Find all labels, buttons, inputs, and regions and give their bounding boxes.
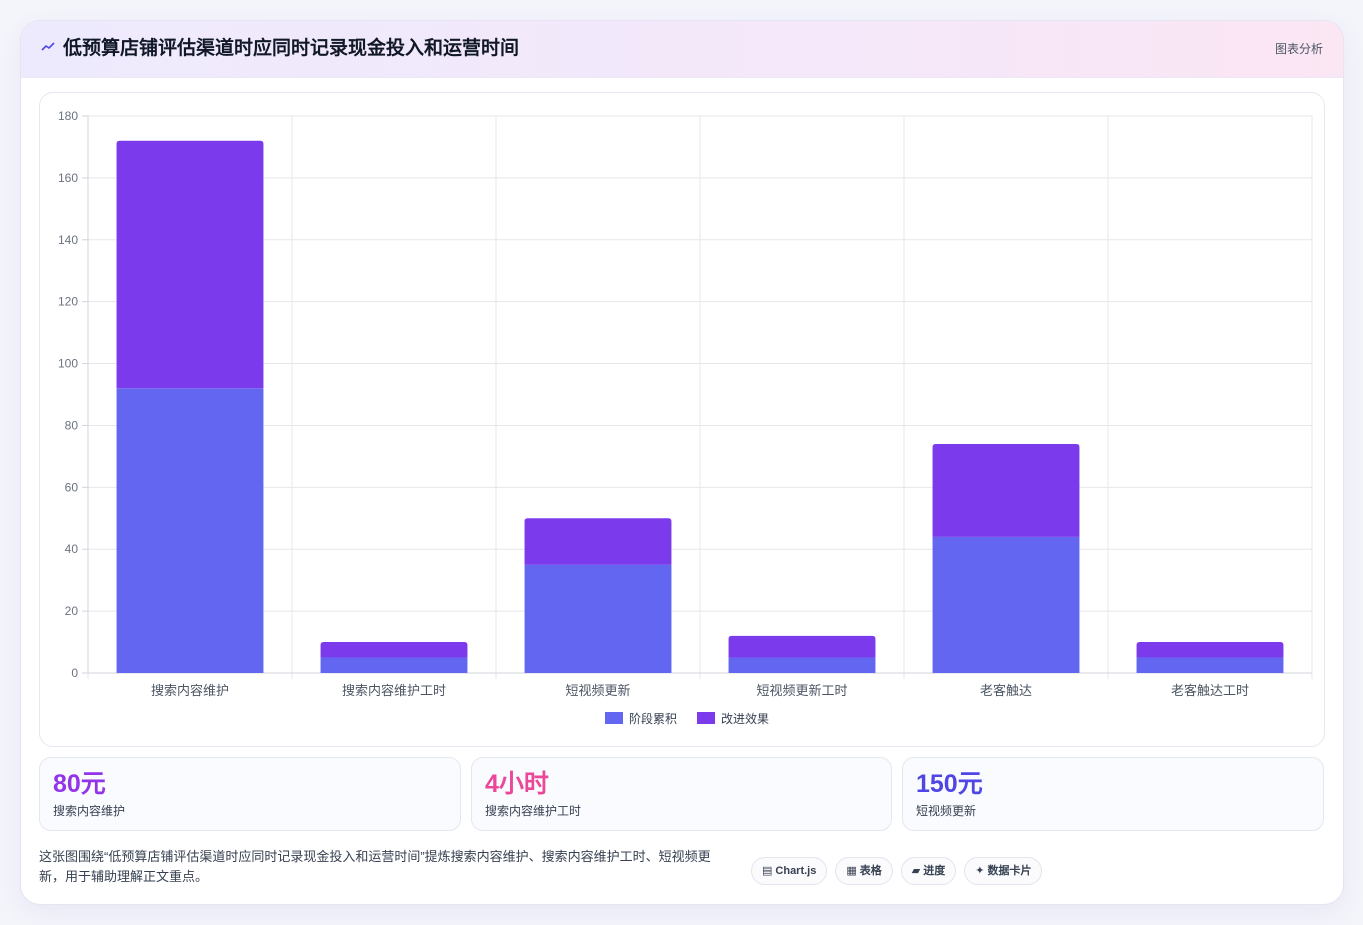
chart-line-icon: [41, 39, 57, 59]
bar-改进效果: [728, 635, 876, 658]
stat-card-1: 80元 搜索内容维护: [39, 757, 461, 831]
tag-label: 进度: [923, 865, 946, 877]
tag-chartjs[interactable]: ▤ Chart.js: [751, 857, 828, 885]
x-tick-label: 搜索内容维护工时: [342, 683, 446, 698]
chart-card: 低预算店铺评估渠道时应同时记录现金投入和运营时间 图表分析 0 20 40 60 80 1…: [20, 20, 1344, 905]
sparkle-icon: ✦: [975, 865, 985, 877]
y-tick-label: 120: [58, 295, 78, 309]
bar-改进效果: [932, 444, 1080, 537]
stat-label: 搜索内容维护: [53, 804, 126, 818]
tag-label: Chart.js: [775, 865, 817, 877]
y-tick-label: 140: [58, 233, 78, 247]
stat-label: 搜索内容维护工时: [485, 804, 582, 818]
bar-chart: 0 20 40 60 80 100 120 140 160 180 搜索内容维护 搜索内容维护工时 短视…: [58, 109, 1313, 726]
bar-阶段累积: [320, 657, 468, 673]
progress-icon: ▰: [911, 865, 921, 877]
stat-card-2: 4小时 搜索内容维护工时: [471, 757, 892, 831]
y-tick-label: 0: [71, 666, 78, 680]
stat-value: 4小时: [485, 770, 549, 798]
y-tick-label: 180: [58, 109, 78, 123]
tag-label: 表格: [859, 865, 882, 877]
tag-table[interactable]: ▦ 表格: [835, 857, 893, 885]
y-tick-label: 80: [65, 418, 79, 432]
bar-阶段累积: [728, 657, 876, 673]
tag-label: 数据卡片: [987, 865, 1032, 877]
y-tick-label: 60: [65, 480, 79, 494]
x-tick-label: 短视频更新工时: [756, 683, 847, 698]
header-tag: 图表分析: [1274, 42, 1323, 56]
stat-value: 150元: [916, 770, 983, 798]
tag-data-card[interactable]: ✦ 数据卡片: [964, 857, 1043, 885]
bar-改进效果: [524, 518, 672, 565]
y-tick-label: 40: [65, 542, 79, 556]
stat-label: 短视频更新: [916, 804, 977, 818]
chart-description: 这张图围绕“低预算店铺评估渠道时应同时记录现金投入和运营时间”提炼搜索内容维护、…: [39, 849, 711, 884]
bar-阶段累积: [524, 564, 672, 673]
bar-阶段累积: [116, 388, 264, 673]
bar-改进效果: [320, 642, 468, 658]
legend-swatch: [605, 712, 623, 724]
x-tick-label: 搜索内容维护: [151, 683, 229, 698]
bar-阶段累积: [932, 536, 1080, 673]
page-title: 低预算店铺评估渠道时应同时记录现金投入和运营时间: [63, 38, 520, 59]
tag-progress[interactable]: ▰ 进度: [900, 857, 957, 885]
legend-label: 阶段累积: [629, 711, 677, 726]
stat-value: 80元: [53, 770, 106, 798]
bar-改进效果: [1136, 642, 1284, 658]
grid-icon: ▦: [846, 865, 857, 877]
bar-改进效果: [116, 140, 264, 389]
x-tick-label: 短视频更新: [565, 683, 630, 698]
x-tick-label: 老客触达工时: [1171, 683, 1249, 698]
y-tick-label: 100: [58, 357, 78, 371]
table-icon: ▤: [762, 865, 773, 877]
x-tick-label: 老客触达: [980, 683, 1032, 698]
y-tick-label: 160: [58, 171, 78, 185]
stat-card-3: 150元 短视频更新: [902, 757, 1324, 831]
chart-container: 0 20 40 60 80 100 120 140 160 180 搜索内容维护 搜索内容维护工时 短视…: [39, 92, 1325, 747]
y-tick-label: 20: [65, 604, 79, 618]
legend-label: 改进效果: [721, 711, 769, 726]
tag-list: ▤ Chart.js ▦ 表格 ▰ 进度 ✦ 数据卡片: [751, 857, 1043, 885]
bar-阶段累积: [1136, 657, 1284, 673]
legend-swatch: [697, 712, 715, 724]
card-header: 低预算店铺评估渠道时应同时记录现金投入和运营时间 图表分析: [21, 21, 1343, 78]
